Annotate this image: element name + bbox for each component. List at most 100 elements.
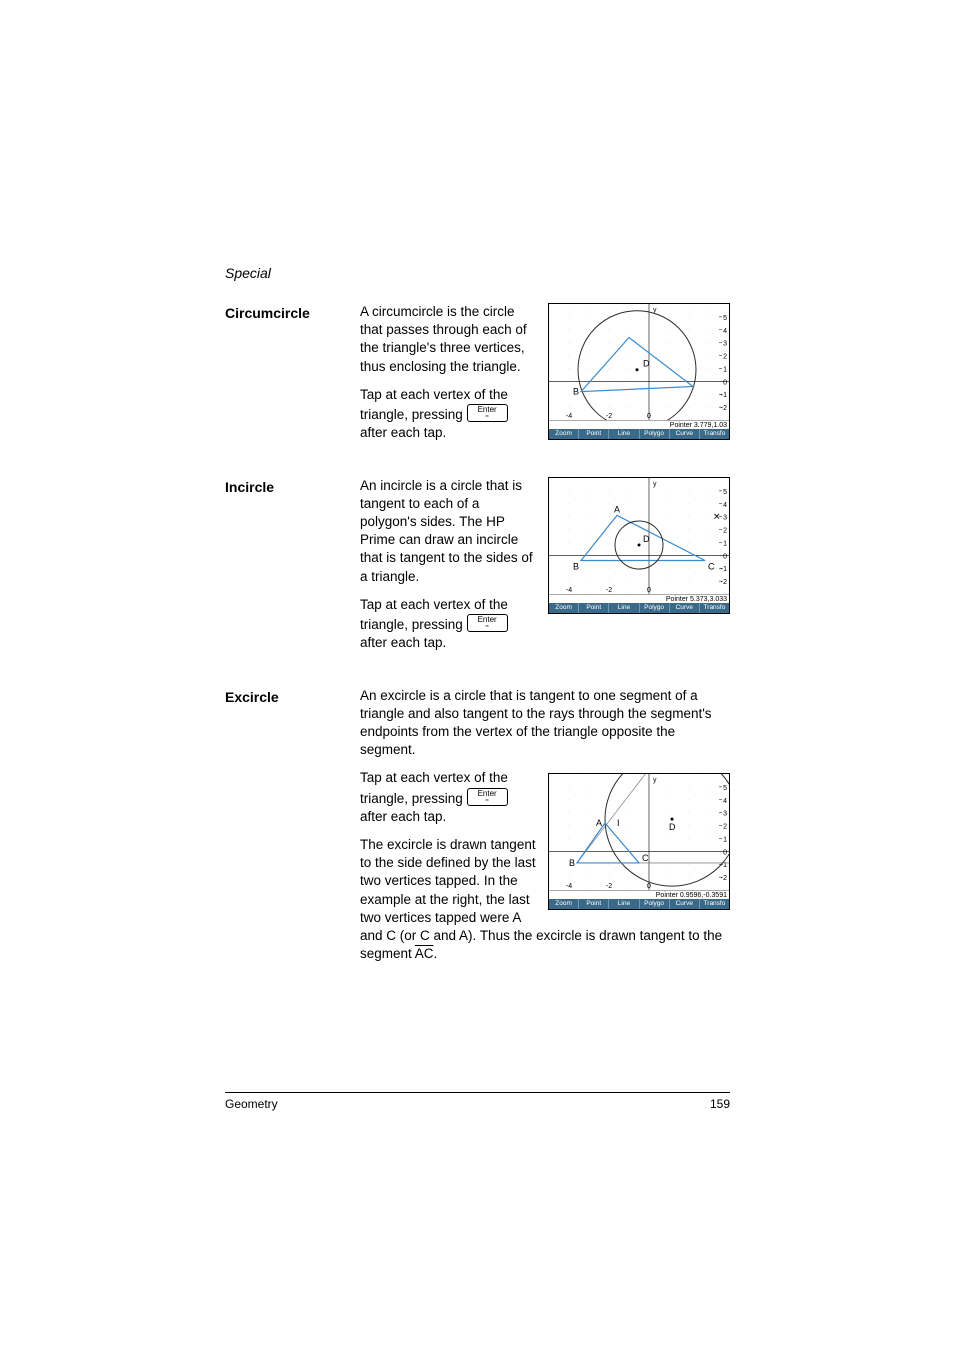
svg-text:-2: -2 — [721, 875, 727, 882]
enter-key-icon: Enter≈ — [467, 404, 508, 422]
plot-menu: ZoomPointLinePolygoCurveTransfo — [549, 429, 729, 439]
svg-text:-4: -4 — [566, 413, 572, 420]
svg-text:3: 3 — [723, 514, 727, 521]
enter-key-icon: Enter≈ — [467, 614, 508, 632]
svg-text:1: 1 — [723, 366, 727, 373]
svg-text:A: A — [596, 818, 602, 828]
svg-text:-2: -2 — [721, 405, 727, 412]
svg-text:-4: -4 — [566, 587, 572, 594]
svg-text:-1: -1 — [721, 566, 727, 573]
svg-text:3: 3 — [723, 811, 727, 818]
svg-text:3: 3 — [723, 341, 727, 348]
pointer-status: Pointer 5.373,3.033 — [549, 594, 729, 603]
svg-text:-2: -2 — [606, 883, 612, 890]
body-text: Tap at each vertex of the triangle, pres… — [360, 769, 538, 826]
svg-text:A: A — [614, 504, 620, 514]
svg-text:-2: -2 — [606, 413, 612, 420]
body-text: The excircle is drawn tangent to the sid… — [360, 836, 538, 927]
svg-text:0: 0 — [723, 379, 727, 386]
svg-text:5: 5 — [723, 315, 727, 322]
svg-text:C: C — [642, 853, 649, 863]
entry-label: Incircle — [225, 477, 360, 663]
svg-text:B: B — [573, 387, 579, 397]
svg-text:D: D — [643, 359, 650, 369]
svg-text:C: C — [708, 561, 715, 571]
body-text: Tap at each vertex of the triangle, pres… — [360, 596, 538, 653]
menu-item[interactable]: Curve — [670, 429, 700, 439]
excircle-plot: 543210-1-2-4-20yABCDI — [549, 774, 729, 890]
menu-item[interactable]: Zoom — [549, 429, 579, 439]
circumcircle-screenshot: 543210-1-2-4-20yBD Pointer 3.779,1.03 Zo… — [548, 303, 730, 440]
pointer-status: Pointer 0.9596,-0.3591 — [549, 890, 729, 899]
svg-text:4: 4 — [723, 798, 727, 805]
page-footer: Geometry 159 — [225, 1092, 730, 1111]
menu-item[interactable]: Point — [579, 429, 609, 439]
svg-text:-2: -2 — [606, 587, 612, 594]
plot-menu: ZoomPointLinePolygoCurveTransfo — [549, 899, 729, 909]
svg-text:I: I — [617, 818, 620, 828]
svg-text:0: 0 — [723, 850, 727, 857]
svg-text:1: 1 — [723, 837, 727, 844]
body-text: An excircle is a circle that is tangent … — [360, 687, 730, 760]
body-text: An incircle is a circle that is tangent … — [360, 477, 538, 586]
svg-text:0: 0 — [723, 553, 727, 560]
menu-item[interactable]: Curve — [670, 899, 700, 909]
entry-label: Excircle — [225, 687, 360, 964]
circumcircle-plot: 543210-1-2-4-20yBD — [549, 304, 729, 420]
footer-right: 159 — [710, 1097, 730, 1111]
menu-item[interactable]: Transfo — [700, 603, 729, 613]
menu-item[interactable]: Line — [609, 899, 639, 909]
svg-text:5: 5 — [723, 785, 727, 792]
menu-item[interactable]: Transfo — [700, 429, 729, 439]
body-text: Tap at each vertex of the triangle, pres… — [360, 386, 538, 443]
svg-text:2: 2 — [723, 527, 727, 534]
svg-text:✕: ✕ — [713, 511, 721, 521]
entry-label: Circumcircle — [225, 303, 360, 453]
incircle-plot: 5 4 3 2 1 0 -1 -2 -4 -2 0 y A B C D ✕ — [549, 478, 729, 594]
svg-text:1: 1 — [723, 540, 727, 547]
menu-item[interactable]: Line — [609, 603, 639, 613]
excircle-screenshot: 543210-1-2-4-20yABCDI Pointer 0.9596,-0.… — [548, 773, 730, 910]
section-heading: Special — [225, 265, 730, 281]
text-fragment: after each tap. — [360, 809, 446, 824]
incircle-screenshot: 5 4 3 2 1 0 -1 -2 -4 -2 0 y A B C D ✕ Pointer 5.373,3.03… — [548, 477, 730, 614]
menu-item[interactable]: Curve — [670, 603, 700, 613]
text-fragment: after each tap. — [360, 635, 446, 650]
plot-menu: ZoomPointLinePolygoCurveTransfo — [549, 603, 729, 613]
entry-circumcircle: Circumcircle 543210-1-2-4-20yBD Pointer … — [225, 303, 730, 453]
entry-excircle: Excircle An excircle is a circle that is… — [225, 687, 730, 964]
svg-text:B: B — [569, 858, 575, 868]
body-text: and C (or C and A). Thus the excircle is… — [360, 927, 730, 963]
svg-text:y: y — [653, 481, 657, 488]
menu-item[interactable]: Point — [579, 899, 609, 909]
footer-left: Geometry — [225, 1097, 278, 1111]
svg-text:4: 4 — [723, 328, 727, 335]
svg-text:y: y — [653, 777, 657, 784]
enter-key-icon: Enter≈ — [467, 788, 508, 806]
svg-text:-2: -2 — [721, 579, 727, 586]
svg-text:4: 4 — [723, 501, 727, 508]
menu-item[interactable]: Zoom — [549, 603, 579, 613]
pointer-status: Pointer 3.779,1.03 — [549, 420, 729, 429]
svg-text:-1: -1 — [721, 392, 727, 399]
svg-text:B: B — [573, 561, 579, 571]
body-text: A circumcircle is the circle that passes… — [360, 303, 538, 376]
svg-text:D: D — [643, 534, 650, 544]
entry-incircle: Incircle 5 4 3 2 1 0 -1 -2 -4 -2 0 y A B C D ✕ Pointer 5… — [225, 477, 730, 663]
svg-text:0: 0 — [647, 413, 651, 420]
svg-text:2: 2 — [723, 824, 727, 831]
segment-ac: AC — [415, 946, 434, 961]
menu-item[interactable]: Polygo — [640, 899, 670, 909]
svg-text:5: 5 — [723, 488, 727, 495]
menu-item[interactable]: Point — [579, 603, 609, 613]
svg-text:0: 0 — [647, 587, 651, 594]
svg-text:-4: -4 — [566, 883, 572, 890]
svg-text:D: D — [669, 822, 676, 832]
menu-item[interactable]: Zoom — [549, 899, 579, 909]
svg-text:0: 0 — [647, 883, 651, 890]
menu-item[interactable]: Line — [609, 429, 639, 439]
menu-item[interactable]: Transfo — [700, 899, 729, 909]
menu-item[interactable]: Polygo — [640, 429, 670, 439]
menu-item[interactable]: Polygo — [640, 603, 670, 613]
text-fragment: after each tap. — [360, 425, 446, 440]
